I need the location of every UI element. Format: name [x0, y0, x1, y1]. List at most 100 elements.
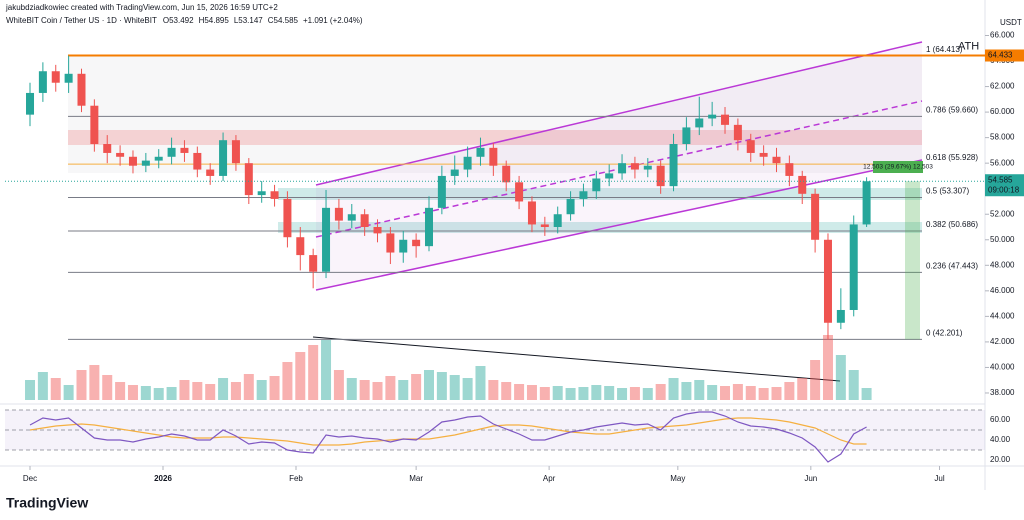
candle-body — [785, 163, 794, 176]
trendline — [312, 336, 841, 382]
volume-bar — [745, 386, 756, 400]
volume-bar — [488, 380, 499, 400]
y-tick-label: 44.000 — [990, 311, 1015, 320]
candle-body — [746, 140, 755, 153]
ohlc-value: C54.585 — [268, 16, 299, 25]
y-tick-label: 40.000 — [990, 363, 1015, 372]
volume-bar — [681, 382, 692, 400]
candle-body — [322, 207, 331, 272]
volume-bar — [423, 370, 434, 400]
candle-body — [399, 239, 408, 253]
ohlc-value: +1.091 (+2.04%) — [303, 16, 363, 25]
candle-body — [154, 156, 163, 161]
y-tick-label: 38.000 — [990, 388, 1015, 397]
volume-bar — [179, 380, 190, 400]
candle-body — [489, 147, 498, 166]
volume-bar — [230, 382, 241, 400]
candle-body — [283, 198, 292, 238]
candle-body — [708, 114, 717, 119]
fib-label: 0.5 (53.307) — [926, 187, 969, 196]
volume-bar — [565, 388, 576, 400]
volume-bar — [140, 386, 151, 400]
candle-body — [798, 175, 807, 194]
volume-bar — [346, 378, 357, 400]
candle-body — [811, 193, 820, 240]
volume-bar — [642, 388, 653, 400]
volume-bar — [591, 385, 602, 400]
candle-body — [244, 163, 253, 196]
y-tick-label: 58.000 — [990, 133, 1015, 142]
candle-body — [733, 124, 742, 141]
candle-body — [656, 165, 665, 187]
fib-label: 0.236 (47.443) — [926, 262, 978, 271]
volume-bar — [475, 366, 486, 400]
volume-bar — [720, 386, 731, 400]
volume-bar — [89, 365, 100, 400]
ath-label: ATH — [958, 40, 979, 52]
candle-body — [527, 201, 536, 225]
y-tick-label: 48.000 — [990, 260, 1015, 269]
candle-body — [296, 237, 305, 256]
candle-body — [193, 152, 202, 170]
rsi-tick-label: 60.00 — [990, 415, 1011, 424]
volume-bar — [372, 382, 383, 400]
last-price: 54.585 — [988, 175, 1013, 184]
candle-body — [823, 239, 832, 323]
volume-bar — [629, 387, 640, 400]
volume-bar — [269, 376, 280, 400]
x-tick-label: Jul — [934, 474, 944, 483]
volume-bar — [127, 385, 138, 400]
candle-body — [38, 71, 47, 93]
ath-price: 64.433 — [988, 51, 1013, 60]
candle-body — [77, 73, 86, 106]
volume-bar — [526, 385, 537, 400]
volume-bar — [822, 335, 833, 400]
candle-body — [579, 191, 588, 199]
volume-bar — [76, 370, 87, 400]
volume-bar — [835, 355, 846, 400]
candle-body — [26, 92, 35, 115]
candle-body — [849, 224, 858, 310]
candle-body — [566, 198, 575, 215]
candle-body — [515, 182, 524, 202]
candle-body — [219, 140, 228, 176]
volume-bar — [848, 370, 859, 400]
x-tick-label: Mar — [409, 474, 423, 483]
volume-bar — [449, 375, 460, 400]
candle-body — [167, 147, 176, 157]
x-tick-label: Apr — [543, 474, 556, 483]
fib-label: 1 (64.413) — [926, 45, 963, 54]
volume-bar — [552, 386, 563, 400]
candle-body — [450, 169, 459, 176]
volume-bar — [758, 388, 769, 400]
volume-bar — [282, 362, 293, 400]
candle-body — [64, 73, 73, 83]
volume-bar — [25, 380, 36, 400]
candle-body — [592, 178, 601, 192]
volume-bar — [668, 378, 679, 400]
candle-body — [360, 214, 369, 228]
y-tick-label: 60.000 — [990, 107, 1015, 116]
x-tick-label: 2026 — [154, 474, 172, 483]
volume-bar — [797, 378, 808, 400]
rsi-ma-line — [29, 417, 867, 446]
volume-bar — [501, 382, 512, 400]
candle-body — [412, 239, 421, 247]
volume-bar — [50, 378, 61, 400]
candle-body — [605, 173, 614, 179]
volume-bar — [153, 388, 164, 400]
volume-bar — [436, 372, 447, 400]
volume-bar — [333, 370, 344, 400]
candle-body — [618, 163, 627, 174]
volume-bar — [604, 386, 615, 400]
candle-body — [128, 156, 137, 166]
y-tick-label: 42.000 — [990, 337, 1015, 346]
measure-box — [873, 161, 923, 173]
volume-bar — [256, 380, 267, 400]
volume-bar — [398, 380, 409, 400]
author-line: jakubdziadkowiec created with TradingVie… — [5, 3, 278, 12]
volume-bar — [308, 345, 319, 400]
candle-body — [257, 191, 266, 196]
candle-body — [540, 224, 549, 228]
